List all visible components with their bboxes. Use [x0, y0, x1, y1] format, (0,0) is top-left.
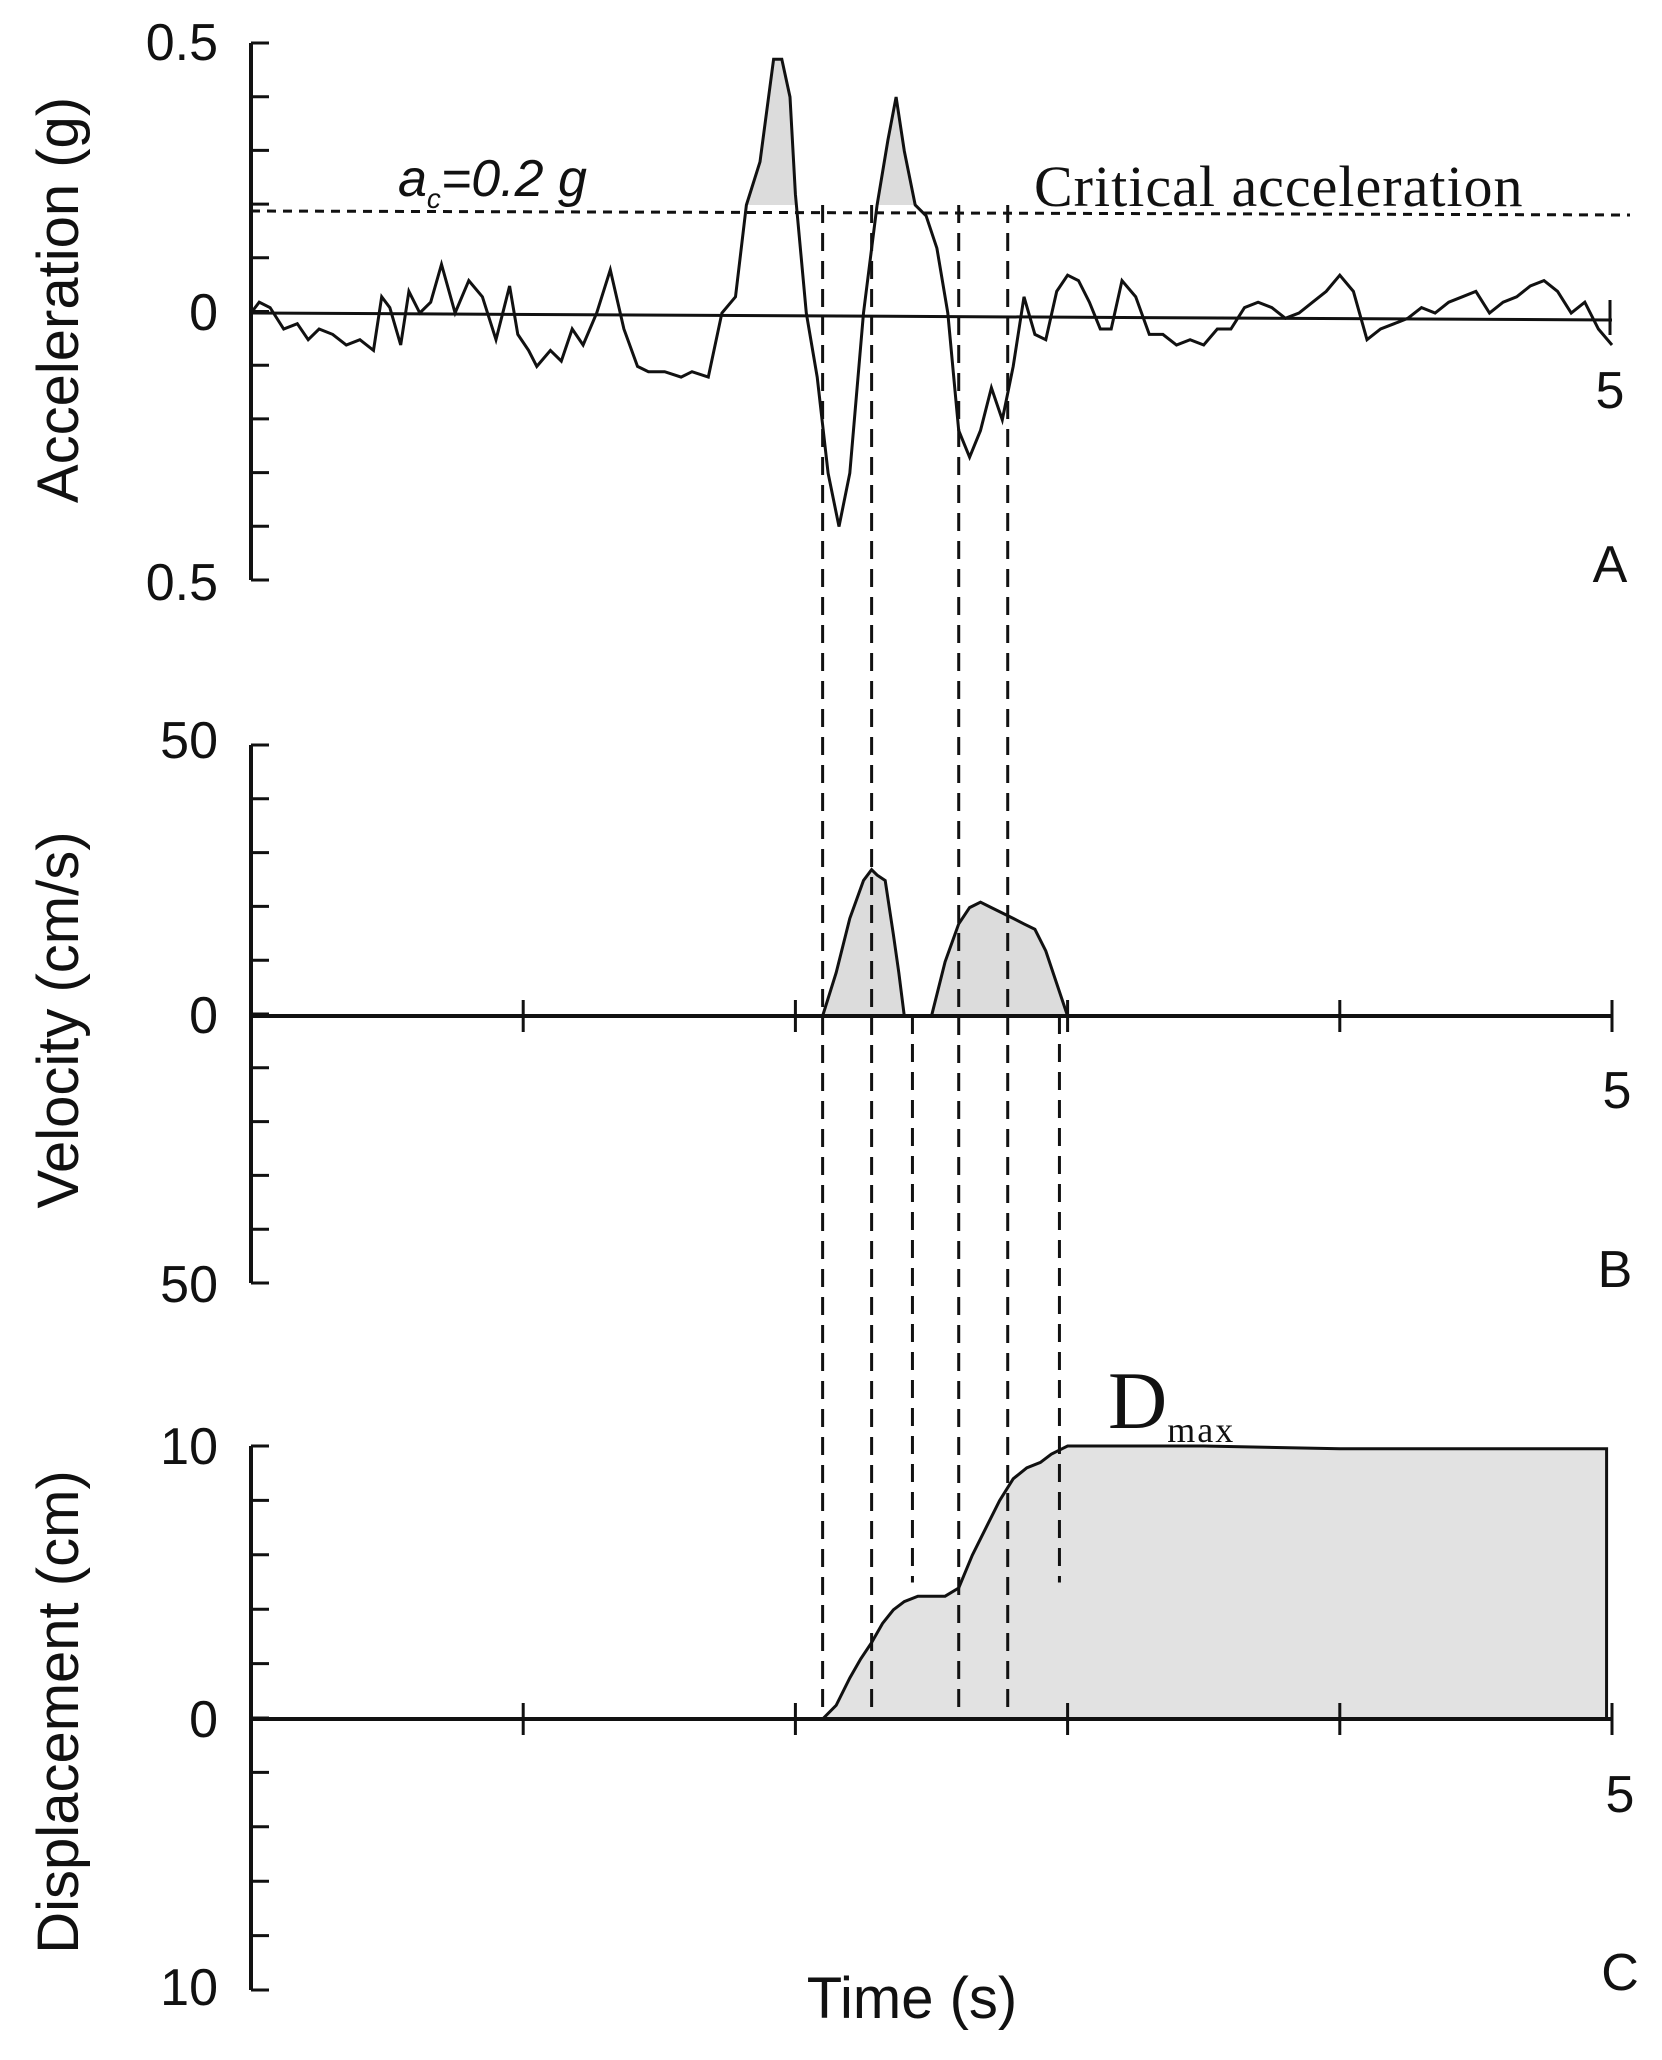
dmax-main: D	[1108, 1355, 1167, 1446]
displacement-y-top-label: 10	[160, 1418, 218, 1476]
velocity-y-bottom-label: 50	[160, 1256, 218, 1314]
acceleration-y-ticks	[251, 41, 269, 582]
critical-label-main: a	[398, 150, 427, 208]
displacement-y-zero-label: 0	[189, 1691, 218, 1749]
critical-label-sub: c	[427, 183, 441, 214]
displacement-panel-label: C	[1601, 1944, 1639, 2002]
displacement-x-ticks	[521, 1703, 1614, 1735]
acceleration-y-zero-label: 0	[189, 284, 218, 342]
acceleration-y-top-label: 0.5	[146, 14, 218, 72]
dmax-annotation: Dmax	[1108, 1355, 1235, 1450]
critical-acceleration-label: ac=0.2 g	[398, 150, 587, 214]
displacement-series-area	[251, 1444, 1609, 1721]
velocity-panel-label: B	[1598, 1241, 1633, 1299]
critical-label-rest: =0.2 g	[441, 150, 587, 208]
acceleration-y-bottom-label: 0.5	[146, 554, 218, 612]
acceleration-x-end-label: 5	[1596, 362, 1625, 420]
displacement-x-end-label: 5	[1606, 1766, 1635, 1824]
velocity-y-zero-label: 0	[189, 987, 218, 1045]
velocity-x-end-label: 5	[1603, 1062, 1632, 1120]
critical-acceleration-line	[250, 209, 1631, 217]
acceleration-zero-line	[250, 311, 1613, 322]
acceleration-series-line	[249, 57, 1614, 527]
displacement-panel: 10 0 10 5 C Displacement (cm) Time (s) D…	[26, 1355, 1639, 2031]
acceleration-y-axis-title: Acceleration (g)	[26, 97, 91, 503]
dmax-sub: max	[1167, 1410, 1235, 1450]
velocity-series-area	[820, 867, 1070, 1018]
displacement-y-axis-title: Displacement (cm)	[26, 1470, 91, 1953]
projection-lines	[821, 205, 1061, 1719]
time-x-axis-title: Time (s)	[807, 1966, 1017, 2031]
displacement-y-bottom-label: 10	[160, 1959, 218, 2017]
acceleration-panel-label: A	[1593, 536, 1628, 594]
velocity-y-top-label: 50	[160, 712, 218, 770]
acceleration-panel: 0.5 0 0.5 5 A Acceleration (g) ac=0.2 g …	[26, 14, 1631, 612]
velocity-y-axis-title: Velocity (cm/s)	[26, 831, 91, 1208]
velocity-x-ticks	[521, 1000, 1614, 1032]
acceleration-critical-fill-region	[877, 97, 916, 205]
velocity-panel: 50 0 50 5 B Velocity (cm/s)	[26, 712, 1632, 1314]
critical-acceleration-annotation: Critical acceleration	[1034, 154, 1524, 219]
